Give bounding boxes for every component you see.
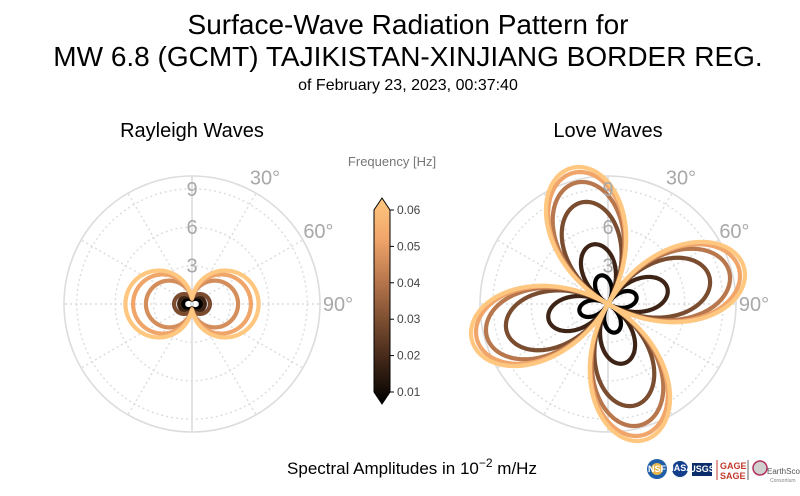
love-theta-tick-60: 60° (719, 221, 749, 243)
consortium-text: Consortium (770, 478, 796, 484)
rayleigh-r-tick-6: 6 (186, 217, 197, 239)
colorbar-title: Frequency [Hz] (348, 154, 436, 169)
colorbar-tick-0.01: 0.01 (397, 385, 421, 399)
rayleigh-theta-tick-30: 30° (250, 168, 280, 190)
nasa-logo: NASA (667, 461, 693, 477)
colorbar-tick-0.04: 0.04 (397, 276, 421, 290)
rayleigh-spoke-60 (191, 239, 304, 305)
colorbar-bar (373, 197, 391, 405)
amplitude-label-power: 10 (460, 459, 479, 478)
earthscope-logo: EarthScope Consortium (747, 460, 800, 484)
rayleigh-title: Rayleigh Waves (120, 120, 264, 142)
event-date: of February 23, 2023, 00:37:40 (298, 77, 518, 94)
amplitude-label-prefix: Spectral Amplitudes in (287, 459, 460, 478)
rayleigh-ticks: 3 6 9 30° 60° 90° (186, 168, 353, 316)
love-polar-plot: Love Waves 3 6 9 30° 60° 90° (468, 120, 769, 444)
event-title: MW 6.8 (GCMT) TAJIKISTAN-XINJIANG BORDER… (53, 41, 762, 72)
rayleigh-polar-plot: Rayleigh Waves 3 6 9 30° 60° 90° (63, 120, 353, 433)
colorbar-tick-0.05: 0.05 (397, 239, 421, 253)
colorbar-tick-0.02: 0.02 (397, 349, 421, 363)
rayleigh-grid (63, 175, 321, 433)
usgs-text: USGS (689, 464, 715, 474)
figure-title: Surface-Wave Radiation Pattern for (188, 9, 629, 40)
rayleigh-curve-0.06 (123, 268, 261, 340)
love-r-tick-6: 6 (602, 217, 613, 239)
usgs-logo: USGS (689, 463, 715, 476)
rayleigh-spoke-300 (80, 239, 193, 305)
rayleigh-spoke-120 (191, 303, 304, 369)
sponsor-logos: NSF NASA USGS GAGE SAGE EarthScope Conso… (647, 459, 800, 484)
colorbar: Frequency [Hz] 0.01 0.02 0.03 0.04 0.05 0.06 (348, 154, 436, 405)
amplitude-label-unit: m/Hz (493, 459, 537, 478)
colorbar-tick-0.06: 0.06 (397, 203, 421, 217)
love-r-tick-9: 9 (602, 179, 613, 201)
love-curve-0.06 (468, 164, 748, 444)
nsf-logo: NSF (647, 459, 667, 479)
nasa-text: NASA (667, 463, 693, 473)
gage-sage-logo: GAGE SAGE (716, 460, 747, 481)
rayleigh-r-tick-9: 9 (186, 179, 197, 201)
love-title: Love Waves (553, 120, 662, 142)
colorbar-tick-0.03: 0.03 (397, 312, 421, 326)
rayleigh-curves (123, 268, 261, 340)
love-theta-tick-30: 30° (666, 168, 696, 190)
love-ticks: 3 6 9 30° 60° 90° (602, 168, 769, 316)
love-theta-tick-90: 90° (739, 294, 769, 316)
rayleigh-spoke-240 (80, 303, 193, 369)
nsf-text: NSF (648, 464, 667, 474)
rayleigh-theta-tick-60: 60° (303, 221, 333, 243)
rayleigh-theta-tick-90: 90° (323, 294, 353, 316)
colorbar-ticks: 0.01 0.02 0.03 0.04 0.05 0.06 (390, 203, 421, 399)
love-r-tick-3: 3 (602, 256, 613, 278)
love-curves (468, 164, 748, 444)
earthscope-text: EarthScope (767, 467, 800, 476)
amplitude-label: Spectral Amplitudes in 10−2 m/Hz (287, 456, 537, 478)
sage-text: SAGE (720, 471, 746, 481)
gage-text: GAGE (720, 461, 747, 471)
rayleigh-r-tick-3: 3 (186, 256, 197, 278)
amplitude-label-exponent: −2 (479, 456, 493, 470)
